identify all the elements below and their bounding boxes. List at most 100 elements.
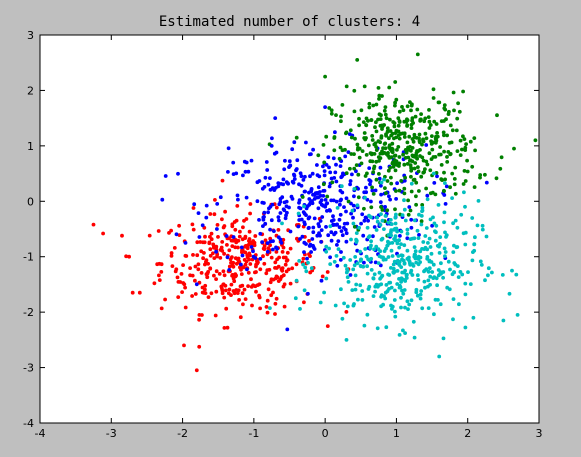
data-point	[374, 129, 379, 134]
data-point	[384, 132, 388, 137]
data-point	[229, 282, 234, 287]
data-point	[430, 270, 435, 274]
data-point	[350, 172, 354, 177]
data-point	[408, 261, 412, 266]
data-point	[294, 278, 299, 283]
data-point	[403, 279, 408, 283]
data-point	[413, 249, 418, 254]
data-point	[288, 229, 293, 234]
data-point	[304, 140, 308, 145]
data-point	[433, 155, 438, 159]
data-point	[425, 197, 430, 202]
data-point	[242, 258, 247, 262]
data-point	[421, 139, 426, 144]
data-point	[393, 207, 397, 212]
data-point	[426, 269, 431, 274]
data-point	[307, 244, 312, 248]
data-point	[232, 279, 237, 284]
data-point	[465, 169, 470, 174]
data-point	[325, 194, 330, 199]
data-point	[318, 233, 322, 238]
data-point	[262, 185, 267, 189]
data-point	[408, 237, 413, 242]
data-point	[227, 248, 232, 253]
data-point	[369, 215, 373, 220]
data-point	[261, 254, 265, 259]
data-point	[362, 84, 367, 89]
data-point	[348, 179, 353, 183]
data-point	[421, 240, 426, 244]
data-point	[339, 287, 343, 292]
data-point	[387, 273, 392, 277]
data-point	[278, 237, 283, 242]
data-point	[212, 212, 217, 217]
data-point	[405, 231, 410, 236]
data-point	[342, 205, 346, 210]
data-point	[480, 223, 485, 228]
data-point	[420, 142, 424, 147]
data-point	[414, 260, 419, 265]
data-point	[227, 268, 232, 272]
data-point	[379, 304, 383, 309]
data-point	[377, 97, 381, 101]
data-point	[331, 214, 335, 219]
data-point	[311, 243, 315, 248]
data-point	[371, 294, 376, 298]
data-point	[402, 135, 407, 139]
data-point	[274, 245, 278, 250]
data-point	[444, 184, 449, 189]
data-point	[241, 302, 245, 307]
data-point	[435, 283, 439, 288]
data-point	[428, 168, 433, 173]
data-point	[267, 206, 271, 211]
data-point	[239, 272, 244, 276]
data-point	[407, 205, 412, 209]
data-point	[295, 158, 300, 163]
data-point	[344, 84, 349, 89]
data-point	[426, 278, 431, 283]
data-point	[231, 264, 236, 269]
data-point	[288, 281, 293, 286]
data-point	[403, 155, 408, 160]
data-point	[339, 197, 343, 202]
data-point	[335, 206, 340, 210]
data-point	[357, 123, 361, 128]
data-point	[358, 283, 363, 288]
data-point	[514, 272, 519, 277]
data-point	[403, 268, 407, 273]
data-point	[380, 123, 384, 128]
data-point	[372, 225, 377, 229]
data-point	[351, 215, 355, 220]
data-point	[264, 305, 269, 309]
data-point	[367, 166, 372, 171]
data-point	[355, 142, 360, 147]
data-point	[266, 182, 271, 187]
y-tick-label: -2	[23, 306, 34, 319]
data-point	[393, 103, 397, 108]
data-point	[483, 278, 487, 283]
data-point	[417, 132, 422, 137]
data-point	[370, 134, 375, 138]
data-point	[332, 259, 337, 264]
data-point	[329, 111, 334, 116]
data-point	[325, 209, 329, 213]
data-point	[279, 267, 284, 272]
data-point	[191, 253, 195, 257]
data-point	[269, 293, 274, 298]
data-point	[379, 212, 383, 217]
data-point	[338, 145, 343, 150]
data-point	[355, 147, 360, 152]
data-point	[368, 179, 373, 184]
data-point	[307, 215, 312, 220]
data-point	[293, 296, 298, 301]
data-point	[214, 277, 219, 281]
data-point	[389, 233, 393, 238]
data-point	[420, 203, 425, 207]
data-point	[375, 219, 380, 224]
data-point	[393, 288, 397, 293]
data-point	[426, 115, 431, 119]
data-point	[169, 254, 174, 258]
data-point	[445, 160, 450, 164]
data-point	[321, 143, 326, 147]
data-point	[303, 174, 307, 179]
